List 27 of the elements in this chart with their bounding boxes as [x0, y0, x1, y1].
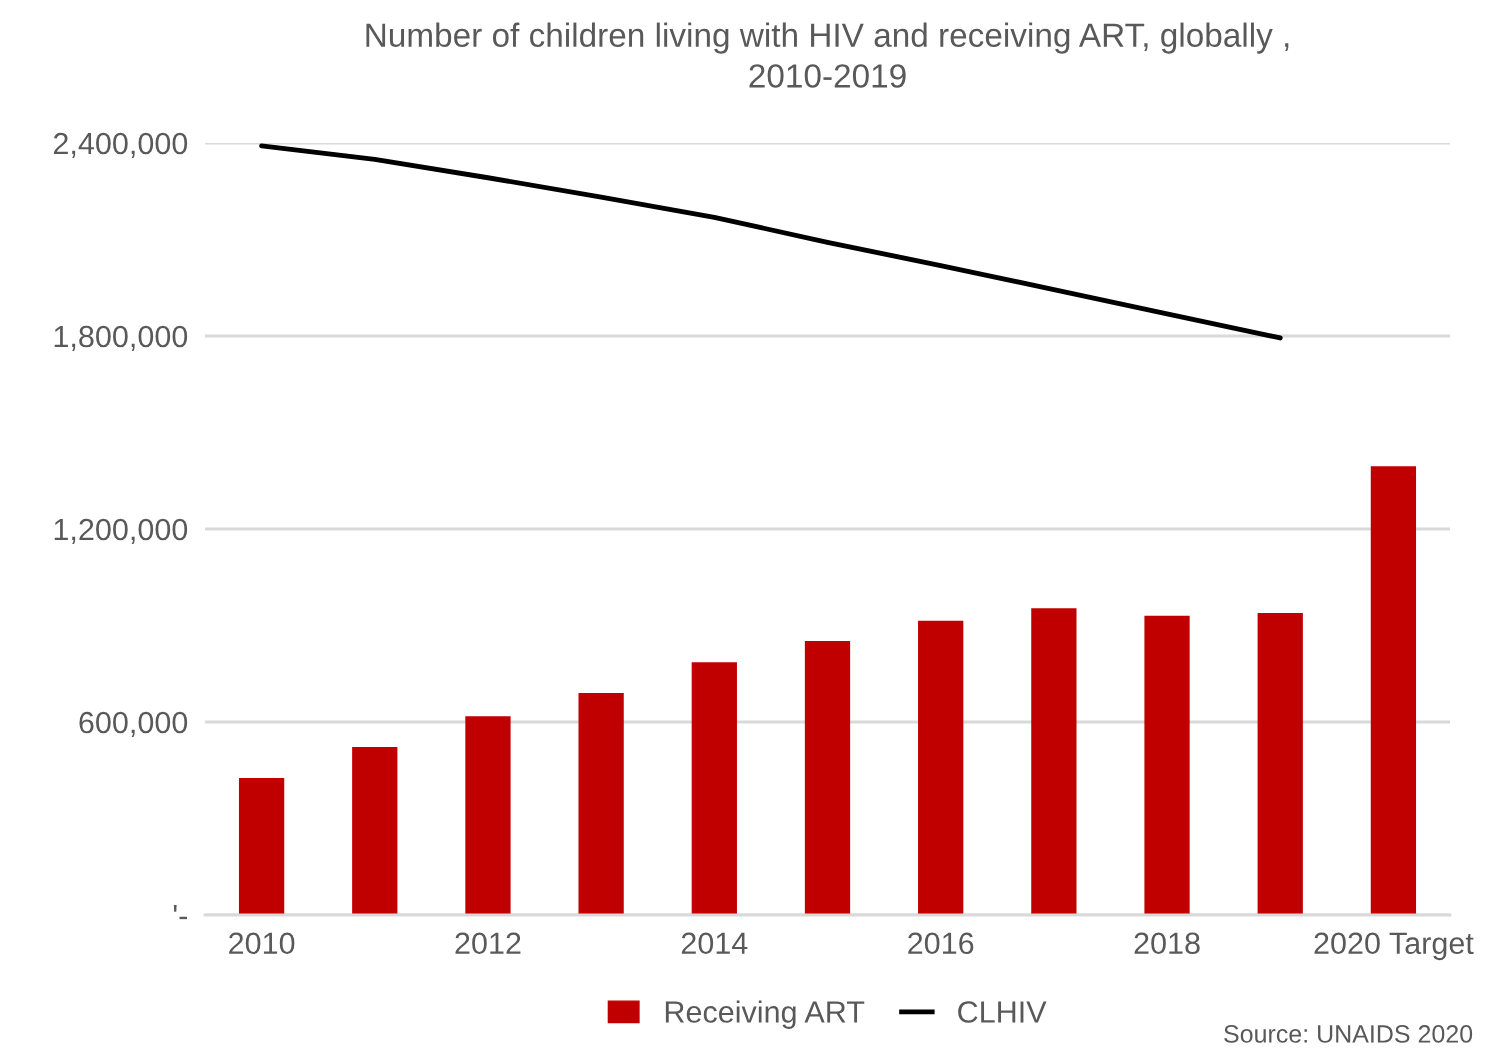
y-tick-label: 2,400,000: [53, 132, 188, 158]
bar: [352, 747, 398, 915]
bar: [1257, 612, 1303, 915]
y-tick-label: '-: [173, 905, 187, 920]
line-series: [259, 143, 1283, 341]
chart-title: Number of children living with HIV and receiving ART, globally , 2010-2019: [366, 22, 1289, 88]
x-tick-label: 2016: [908, 932, 974, 955]
source-note: Source: UNAIDS 2020: [1224, 1025, 1473, 1043]
bar: [1370, 466, 1417, 915]
x-tick-label: 2020 Target: [1314, 932, 1474, 961]
bar: [691, 662, 737, 915]
legend-label: Receiving ART: [665, 1000, 865, 1029]
x-tick-label: 2018: [1134, 932, 1200, 955]
bar: [238, 777, 285, 915]
x-tick-label: 2014: [681, 932, 748, 955]
y-tick-label: 1,200,000: [54, 518, 188, 544]
bar: [465, 716, 511, 915]
y-tick-label: 1,800,000: [54, 325, 188, 351]
bar: [1144, 615, 1190, 915]
x-tick-label: 2012: [455, 932, 521, 955]
bar: [1031, 608, 1077, 915]
legend-label: CLHIV: [958, 1001, 1047, 1023]
bar: [578, 693, 624, 915]
bar: [804, 640, 851, 915]
bar: [918, 620, 964, 915]
x-tick-label: 2010: [229, 932, 295, 955]
y-tick-label: 600,000: [79, 711, 188, 737]
